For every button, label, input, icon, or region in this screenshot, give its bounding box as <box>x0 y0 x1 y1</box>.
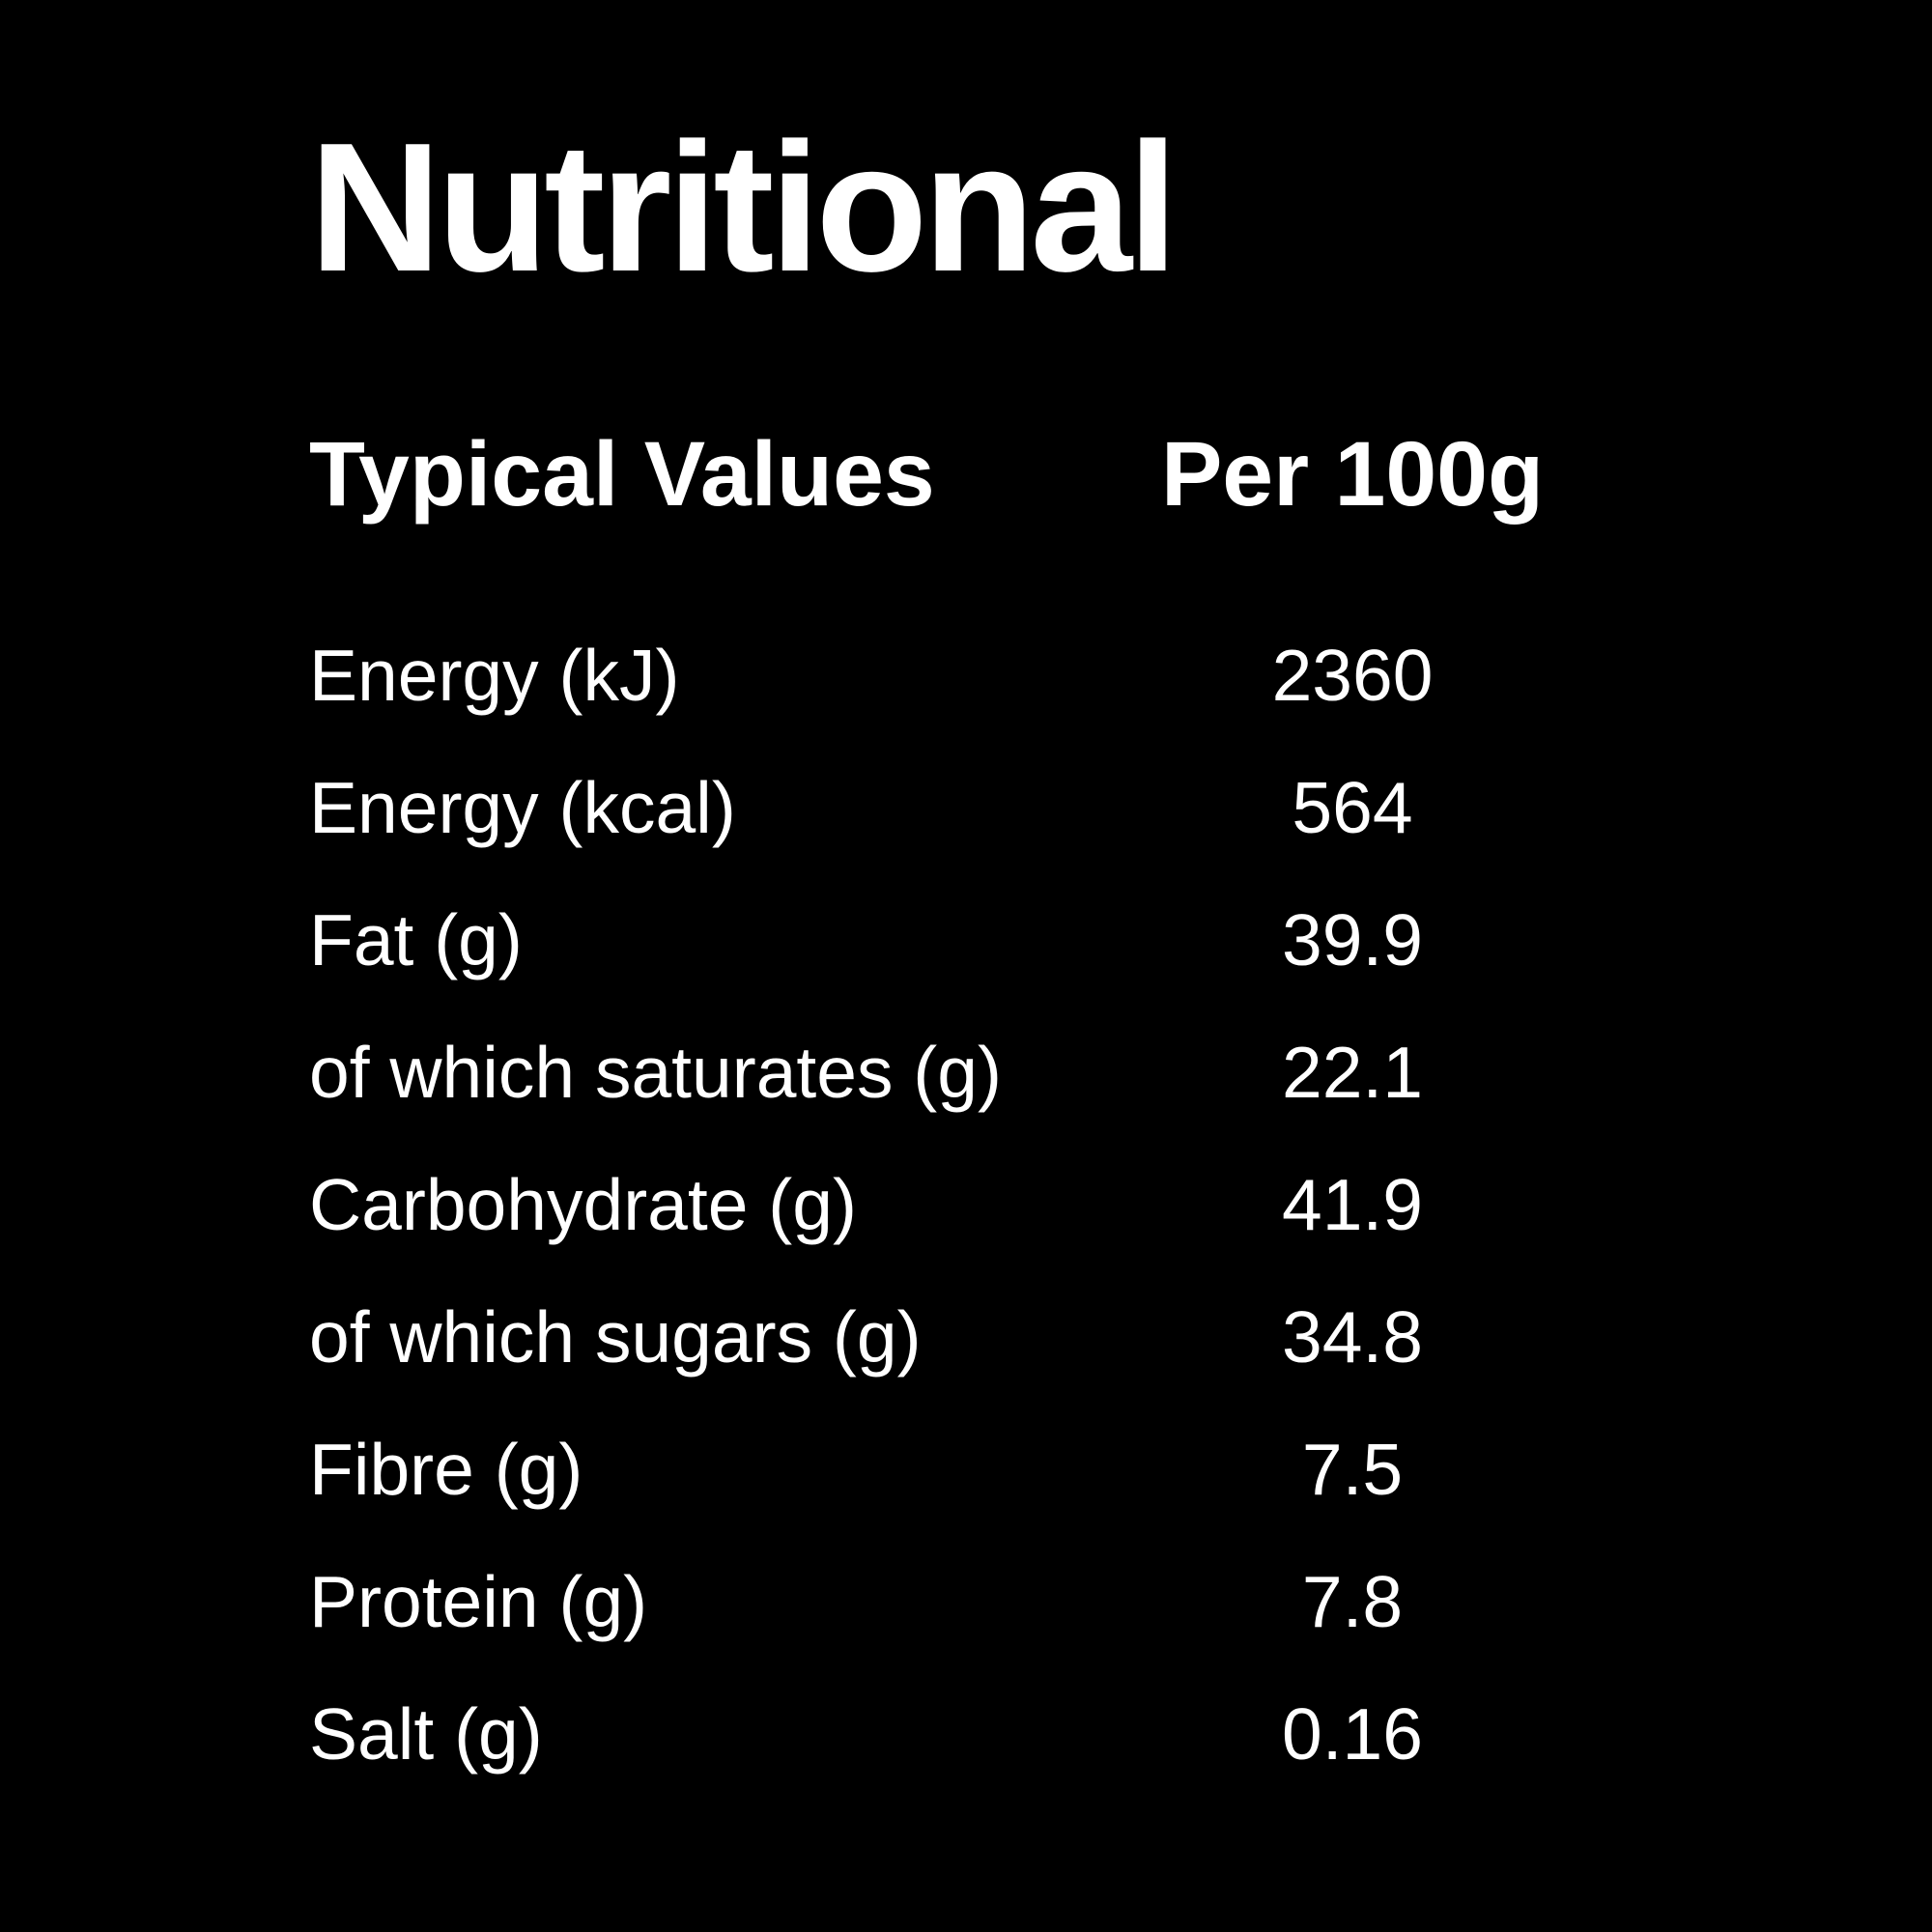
row-label: Energy (kcal) <box>309 767 736 848</box>
row-label: Protein (g) <box>309 1561 648 1642</box>
row-label: Salt (g) <box>309 1693 543 1775</box>
row-label: of which saturates (g) <box>309 1032 1002 1113</box>
row-value: 2360 <box>1271 635 1434 716</box>
table-header-row: Typical Values Per 100g <box>309 429 1623 521</box>
nutrition-label: Nutritional Typical Values Per 100g Ener… <box>309 0 1623 1771</box>
row-value: 564 <box>1292 767 1413 848</box>
row-label: of which sugars (g) <box>309 1296 922 1378</box>
row-value: 7.5 <box>1301 1429 1404 1510</box>
column-header-typical-values: Typical Values <box>309 423 935 526</box>
row-value: 41.9 <box>1282 1164 1423 1245</box>
row-label: Energy (kJ) <box>309 635 680 716</box>
row-value: 34.8 <box>1282 1296 1423 1378</box>
nutrition-table: Energy (kJ) 2360 Energy (kcal) 564 Fat (g) 39… <box>309 639 1623 1771</box>
row-value: 39.9 <box>1282 899 1423 980</box>
row-value: 22.1 <box>1282 1032 1423 1113</box>
row-value: 0.16 <box>1282 1693 1423 1775</box>
row-label: Fat (g) <box>309 899 523 980</box>
row-value: 7.8 <box>1301 1561 1404 1642</box>
column-header-per-100g: Per 100g <box>1160 423 1545 526</box>
page-title: Nutritional <box>309 105 1179 310</box>
row-label: Carbohydrate (g) <box>309 1164 857 1245</box>
row-label: Fibre (g) <box>309 1429 583 1510</box>
